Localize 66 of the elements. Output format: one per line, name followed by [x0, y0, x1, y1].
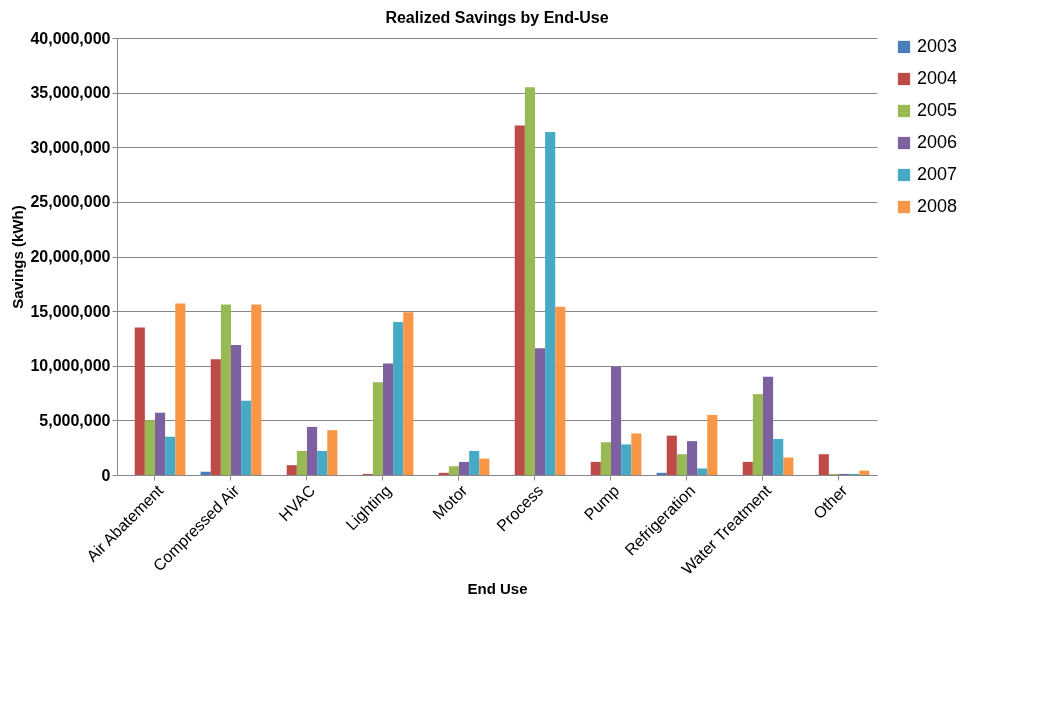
bar [286, 465, 297, 475]
bar [134, 327, 145, 475]
y-tick-label: 25,000,000 [30, 193, 111, 211]
legend-label: 2004 [917, 68, 958, 88]
bar [327, 430, 338, 475]
y-tick-label: 40,000,000 [30, 29, 111, 47]
bar [251, 304, 262, 475]
bar [372, 382, 383, 475]
y-tick-label: 10,000,000 [30, 357, 111, 375]
bar [631, 433, 642, 475]
y-tick-label: 20,000,000 [30, 248, 111, 265]
bar [621, 444, 632, 475]
y-tick-label: 35,000,000 [30, 84, 111, 102]
bar [656, 472, 667, 475]
bar [296, 450, 307, 475]
bar [555, 306, 566, 475]
legend-label: 2007 [917, 164, 958, 184]
x-axis-title: End Use [467, 579, 528, 597]
bar [742, 461, 753, 475]
bar [859, 470, 870, 475]
bar [459, 461, 470, 475]
bar [175, 303, 186, 475]
bar [524, 87, 535, 475]
bar [818, 454, 829, 475]
bar [448, 466, 459, 475]
bar [165, 436, 176, 475]
bar [514, 125, 525, 475]
legend-label: 2005 [917, 100, 958, 120]
bar [403, 312, 414, 475]
bar [687, 441, 698, 475]
bar [144, 420, 155, 475]
bar [317, 450, 328, 475]
bar [200, 471, 211, 475]
bar [697, 468, 708, 475]
bar [469, 450, 480, 475]
y-axis-title: Savings (kWh) [9, 205, 27, 309]
y-tick-label: 30,000,000 [30, 138, 111, 156]
bar [438, 472, 449, 475]
bar [220, 304, 231, 475]
bar [307, 426, 318, 475]
bar [666, 435, 677, 475]
bar [611, 366, 622, 475]
bar [676, 454, 687, 475]
bar [590, 461, 601, 475]
y-tick-label: 5,000,000 [39, 411, 111, 429]
y-tick-label: 15,000,000 [30, 302, 111, 320]
bar [241, 400, 252, 475]
bar [393, 322, 404, 475]
legend-label: 2003 [917, 36, 958, 56]
bar [383, 363, 394, 475]
bar [545, 131, 556, 475]
bar [773, 438, 784, 475]
bar [479, 458, 490, 475]
bar [155, 412, 166, 475]
legend-label: 2006 [917, 132, 958, 152]
bar [783, 457, 794, 475]
y-tick-label: 0 [101, 466, 111, 484]
bar [763, 376, 774, 475]
bar [752, 394, 763, 475]
bar [535, 348, 546, 475]
legend-label: 2008 [917, 196, 958, 216]
bar [210, 359, 221, 475]
bar [231, 344, 242, 475]
chart-title: Realized Savings by End-Use [385, 9, 609, 26]
bar [600, 442, 611, 475]
bar [707, 414, 718, 475]
